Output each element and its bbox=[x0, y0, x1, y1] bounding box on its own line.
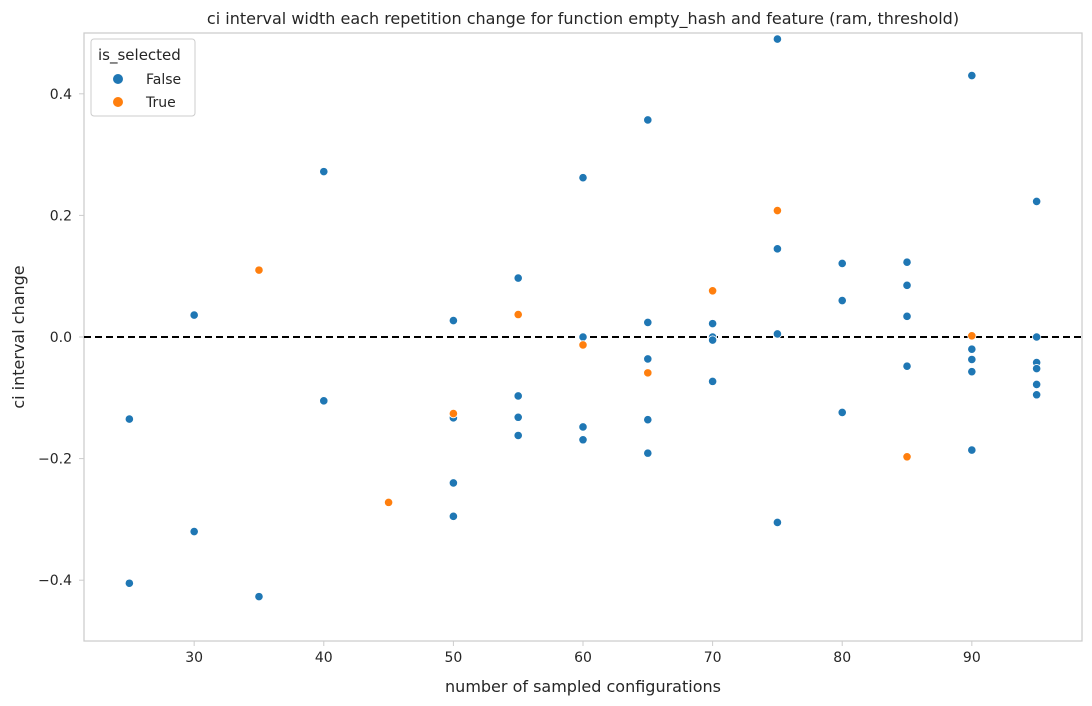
point-false bbox=[772, 244, 783, 254]
point-false bbox=[708, 376, 718, 386]
point-false bbox=[513, 412, 523, 422]
point-false bbox=[448, 315, 458, 326]
point-true bbox=[578, 340, 588, 350]
point-false bbox=[967, 344, 977, 354]
legend-box bbox=[90, 38, 196, 117]
legend-label-false: False bbox=[146, 72, 181, 88]
point-false bbox=[1032, 196, 1042, 207]
legend-label-true: True bbox=[145, 95, 176, 111]
point-false bbox=[448, 478, 458, 488]
y-tick-label: 0.2 bbox=[50, 208, 72, 224]
point-false bbox=[837, 295, 847, 306]
y-tick-label: −0.2 bbox=[38, 452, 72, 468]
point-false bbox=[967, 445, 977, 455]
x-axis-ticks: 30 40 50 60 70 80 90 bbox=[185, 641, 981, 666]
point-false bbox=[772, 34, 783, 44]
y-tick-label: 0.0 bbox=[50, 330, 72, 346]
point-true bbox=[448, 409, 458, 419]
point-false bbox=[1032, 364, 1042, 374]
point-false bbox=[708, 319, 718, 329]
point-false bbox=[643, 115, 653, 125]
point-true bbox=[772, 205, 783, 216]
y-axis-label: ci interval change bbox=[9, 265, 28, 408]
point-false bbox=[319, 396, 329, 406]
legend: is_selected False True bbox=[90, 38, 196, 117]
point-false bbox=[513, 430, 523, 441]
point-false bbox=[448, 511, 458, 521]
x-tick-label: 40 bbox=[315, 650, 333, 666]
point-false bbox=[254, 592, 264, 602]
point-false bbox=[189, 310, 199, 320]
point-false bbox=[902, 361, 912, 371]
x-tick-label: 50 bbox=[444, 650, 462, 666]
point-true bbox=[513, 309, 523, 320]
point-false bbox=[578, 332, 588, 342]
point-false bbox=[1032, 379, 1042, 390]
x-tick-label: 80 bbox=[833, 650, 851, 666]
point-false bbox=[837, 407, 847, 417]
point-false bbox=[1032, 390, 1042, 400]
point-true bbox=[902, 452, 912, 462]
point-false bbox=[772, 517, 783, 528]
legend-title: is_selected bbox=[98, 46, 181, 65]
point-false bbox=[902, 257, 912, 267]
point-true bbox=[708, 286, 718, 296]
point-false bbox=[513, 273, 523, 283]
point-false bbox=[124, 578, 134, 588]
point-false bbox=[319, 167, 329, 177]
point-false bbox=[902, 311, 912, 321]
point-false bbox=[643, 415, 653, 425]
point-false bbox=[189, 526, 199, 537]
legend-marker-false bbox=[113, 74, 123, 84]
x-tick-label: 90 bbox=[963, 650, 981, 666]
y-axis-ticks: 0.4 0.2 0.0 −0.2 −0.4 bbox=[38, 87, 84, 589]
point-false bbox=[837, 258, 847, 269]
point-false bbox=[772, 329, 783, 339]
point-false bbox=[1032, 332, 1042, 342]
point-true bbox=[643, 368, 653, 378]
point-false bbox=[578, 173, 588, 183]
point-false bbox=[967, 367, 977, 377]
point-false bbox=[578, 422, 588, 432]
point-true bbox=[254, 265, 264, 275]
x-axis-label: number of sampled configurations bbox=[445, 677, 721, 696]
point-false bbox=[967, 354, 977, 365]
point-false bbox=[578, 435, 588, 445]
y-tick-label: −0.4 bbox=[38, 573, 72, 589]
point-false bbox=[513, 391, 523, 401]
point-false bbox=[902, 280, 912, 290]
point-true bbox=[383, 497, 394, 507]
point-true bbox=[967, 331, 977, 341]
data-points bbox=[124, 34, 1042, 602]
legend-marker-true bbox=[113, 97, 123, 107]
x-tick-label: 30 bbox=[185, 650, 203, 666]
point-false bbox=[967, 70, 977, 81]
point-false bbox=[643, 448, 653, 458]
point-false bbox=[124, 414, 134, 424]
x-tick-label: 60 bbox=[574, 650, 592, 666]
point-false bbox=[643, 317, 653, 328]
y-tick-label: 0.4 bbox=[50, 87, 72, 103]
point-false bbox=[643, 354, 653, 364]
point-false bbox=[708, 335, 718, 345]
chart-title: ci interval width each repetition change… bbox=[207, 9, 959, 29]
x-tick-label: 70 bbox=[704, 650, 722, 666]
